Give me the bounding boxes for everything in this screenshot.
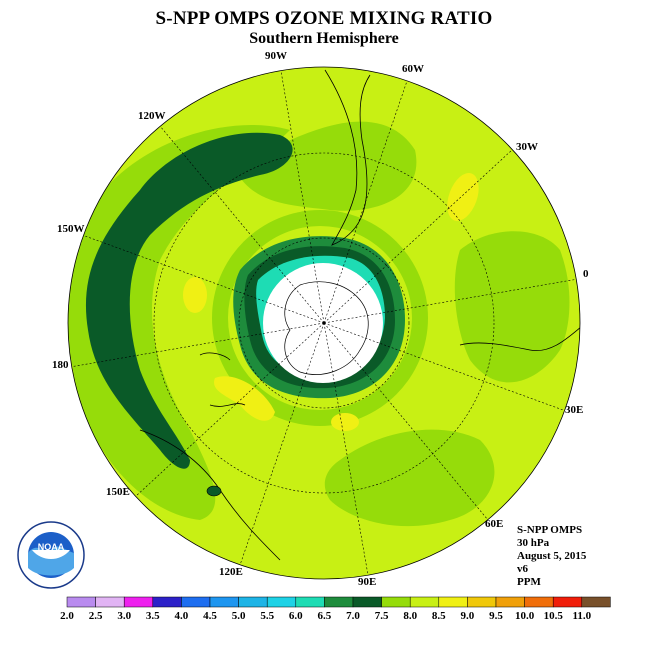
- colorbar-swatch: [266, 596, 297, 608]
- colorbar-swatch: [295, 596, 325, 608]
- meridian-120w: [159, 125, 325, 324]
- colorbar-swatch: [95, 596, 125, 608]
- field-patch-8-5-d: [447, 173, 479, 221]
- colorbar-tick-label: 4.0: [175, 610, 189, 622]
- field-band-7-5-northeast: [454, 231, 570, 383]
- colorbar-tick-label: 8.5: [432, 610, 446, 622]
- colorbar-tick-label: 3.5: [146, 610, 160, 622]
- colorbar-swatch: [495, 596, 525, 608]
- meridian-30w: [323, 149, 513, 324]
- field-patch-8-5-a: [183, 277, 207, 313]
- colorbar-swatch: [209, 596, 239, 608]
- south-pole-dot: [322, 321, 326, 325]
- lon-label-120w: 120W: [138, 110, 166, 122]
- meridian-150e: [135, 322, 325, 497]
- colorbar-swatch: [438, 596, 468, 608]
- meridian-90w: [280, 70, 325, 324]
- colorbar-swatch: [324, 596, 354, 608]
- colorbar-tick-label: 8.0: [403, 610, 417, 622]
- lon-label-30e: 30E: [565, 404, 584, 416]
- colorbar-tick-label: 11.0: [572, 610, 591, 622]
- colorbar-swatch: [152, 596, 182, 608]
- lon-label-30w: 30W: [516, 141, 538, 153]
- meridian-0: [323, 278, 579, 324]
- antarctica-coastline: [284, 281, 369, 375]
- meridian-120e: [239, 322, 325, 566]
- colorbar-tick-label: 7.0: [346, 610, 360, 622]
- colorbar-tick-label: 2.0: [60, 610, 74, 622]
- colorbar-swatch: [409, 596, 440, 608]
- colorbar-tick-label: 10.0: [515, 610, 535, 622]
- noaa-logo: NOAA: [17, 521, 85, 589]
- colorbar-tick-label: 5.0: [232, 610, 246, 622]
- tasmania-island: [206, 485, 222, 497]
- colorbar-tick-label: 10.5: [544, 610, 564, 622]
- colorbar-tick-label: 2.5: [89, 610, 103, 622]
- colorbar-tick-label: 9.5: [489, 610, 503, 622]
- info-instrument: S-NPP OMPS: [517, 524, 583, 536]
- colorbar-tick-label: 5.5: [260, 610, 274, 622]
- meridian-90e: [323, 322, 369, 576]
- map-title: S-NPP OMPS OZONE MIXING RATIO: [155, 8, 493, 29]
- colorbar-tick-label: 7.5: [375, 610, 389, 622]
- south-america-coastline: [324, 69, 371, 246]
- colorbar-swatch: [581, 596, 611, 608]
- info-date: August 5, 2015: [517, 550, 587, 562]
- lon-label-60e: 60E: [485, 518, 504, 530]
- field-patch-8-5-b: [214, 376, 275, 421]
- colorbar-tick-label: 4.5: [203, 610, 217, 622]
- colorbar-swatch: [381, 596, 411, 608]
- colorbar-tick-label: 3.0: [117, 610, 131, 622]
- meridian-60e: [323, 322, 489, 521]
- lon-label-150e: 150E: [106, 486, 130, 498]
- meridian-180: [69, 322, 325, 368]
- lon-label-90w: 90W: [265, 50, 287, 62]
- info-version: v6: [517, 563, 528, 575]
- colorbar-tick-label: 9.0: [461, 610, 475, 622]
- field-band-7-5-north: [235, 121, 417, 211]
- colorbar-swatch: [552, 596, 583, 608]
- info-units: PPM: [517, 576, 541, 588]
- lon-label-180: 180: [52, 359, 69, 371]
- africa-coastline: [459, 319, 580, 352]
- noaa-logo-text: NOAA: [38, 542, 65, 552]
- new-zealand-coastline: [199, 352, 246, 407]
- colorbar-swatch: [524, 596, 554, 608]
- colorbar-tick-label: 6.0: [289, 610, 303, 622]
- colorbar-swatch: [66, 596, 96, 608]
- colorbar-swatch: [352, 596, 382, 608]
- colorbar-swatch: [467, 596, 497, 608]
- colorbar-swatch: [238, 596, 268, 608]
- field-patch-8-5-c: [331, 413, 359, 431]
- colorbar-tick-label: 6.5: [318, 610, 332, 622]
- latitude-circle-30: [153, 152, 495, 494]
- colorbar-swatch: [123, 596, 154, 608]
- field-band-7-5-south: [324, 429, 495, 527]
- info-level: 30 hPa: [517, 537, 550, 549]
- lon-label-90e: 90E: [358, 576, 377, 588]
- map-subtitle: Southern Hemisphere: [249, 30, 399, 47]
- lon-label-60w: 60W: [402, 63, 424, 75]
- map-border: [67, 66, 581, 580]
- lon-label-150w: 150W: [57, 223, 85, 235]
- field-band-7-0-west: [85, 132, 293, 469]
- latitude-circle-60: [238, 237, 410, 409]
- colorbar-swatch: [181, 596, 211, 608]
- lon-label-0: 0: [583, 268, 589, 280]
- lon-label-120e: 120E: [219, 566, 243, 578]
- meridian-60w: [323, 80, 408, 324]
